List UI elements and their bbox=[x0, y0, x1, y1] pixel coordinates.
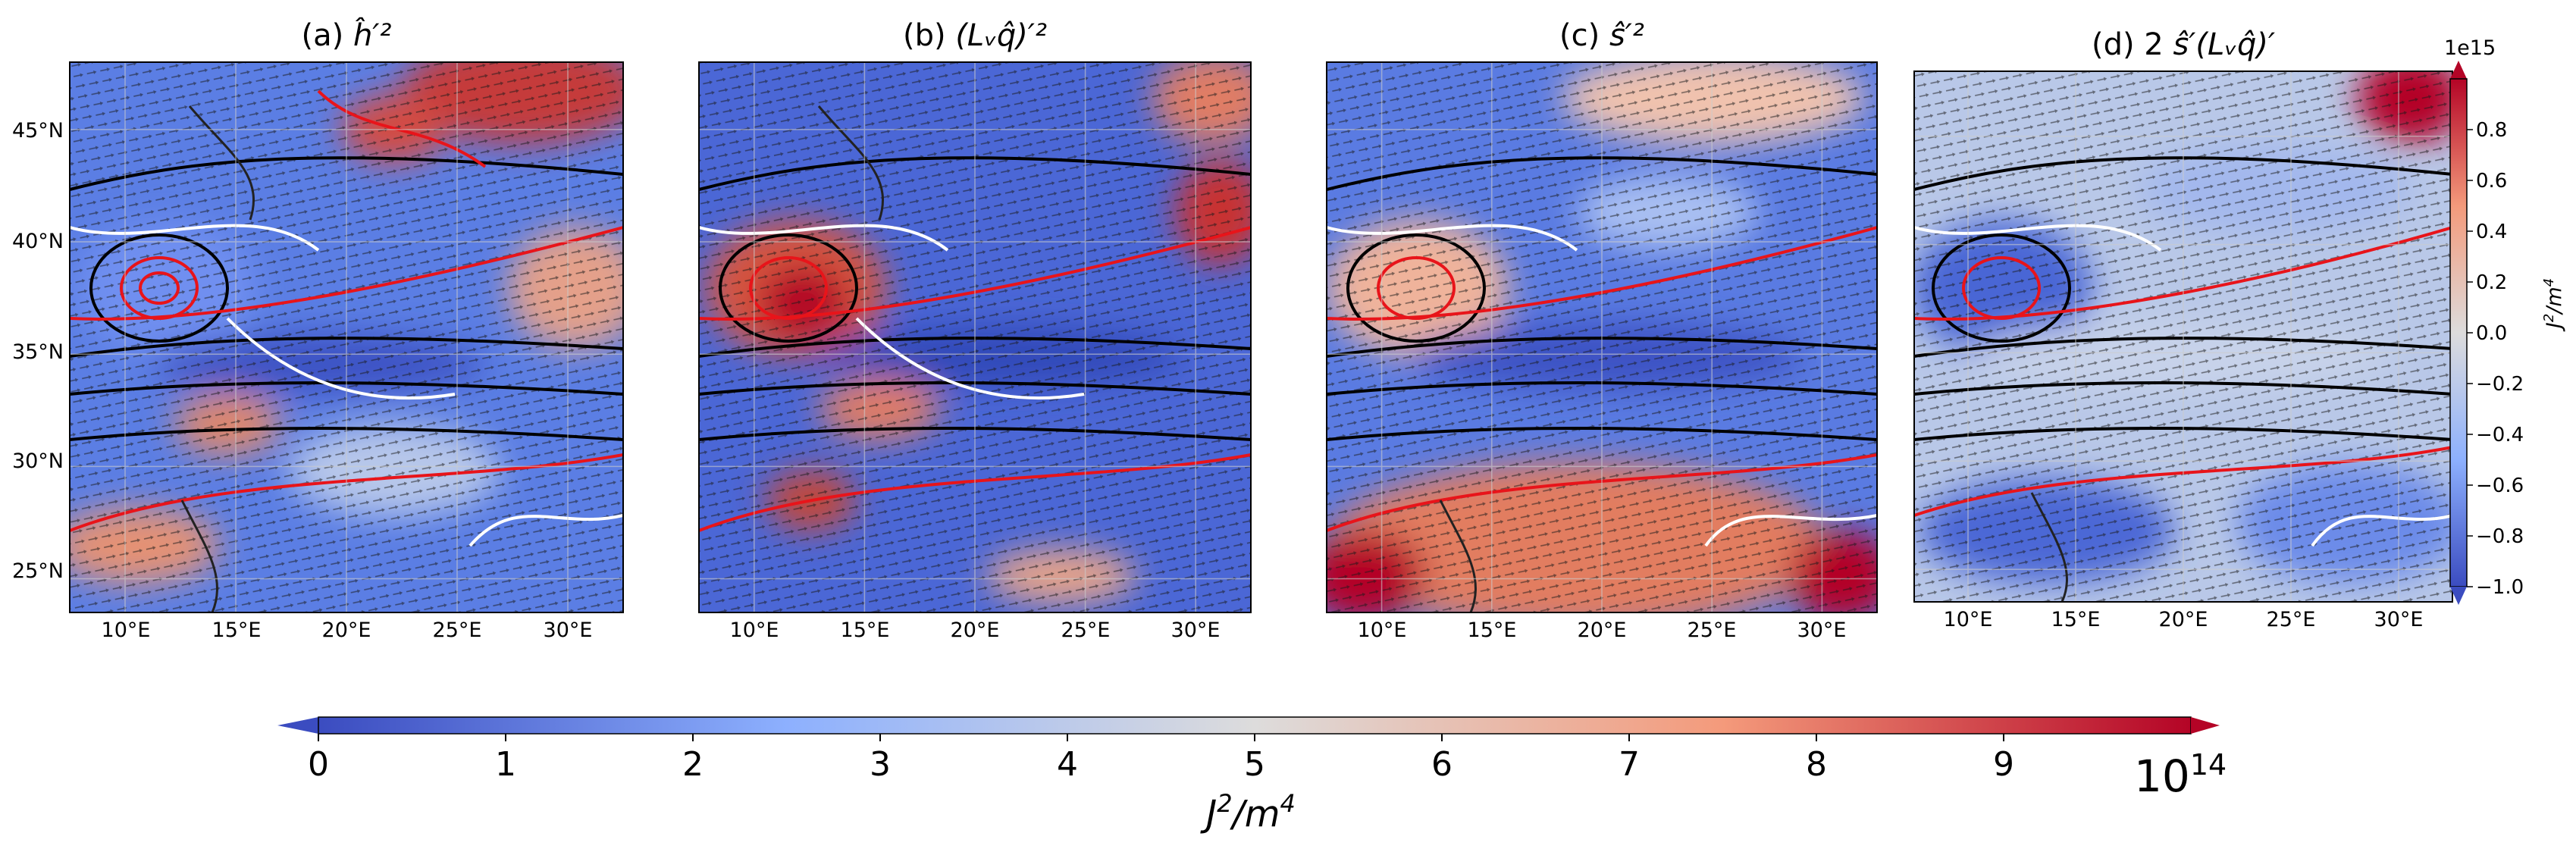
x-tick: 20°E bbox=[322, 619, 371, 642]
x-tick: 15°E bbox=[841, 619, 890, 642]
colorbar-main-tick-label: 9 bbox=[1993, 745, 2014, 784]
x-tick: 20°E bbox=[1578, 619, 1627, 642]
x-tick: 30°E bbox=[2374, 608, 2424, 631]
x-tick: 20°E bbox=[951, 619, 1000, 642]
colorbar-main-ticks: 0 1 2 3 4 5 6 7 8 9 bbox=[308, 734, 2014, 784]
colorbar-d-tick-label: 0.8 bbox=[2476, 119, 2507, 142]
colorbar-d-tick-label: −0.2 bbox=[2476, 373, 2524, 396]
x-tick: 30°E bbox=[1171, 619, 1221, 642]
colorbar-d-tick-label: 0.4 bbox=[2476, 221, 2507, 243]
colorbar-main-tick-label: 3 bbox=[870, 745, 891, 784]
colorbar-d: 1e15 0.8 0.6 0.4 0.2 0.0 −0.2 −0.4 −0.6 −0.8 −1.0… bbox=[2444, 36, 2566, 605]
colorbar-main-left-extend bbox=[277, 717, 318, 734]
panel-c: (c) ŝ′² bbox=[1326, 18, 1878, 642]
y-tick: 30°N bbox=[12, 449, 64, 473]
panel-a-map bbox=[70, 62, 623, 612]
x-tick: 30°E bbox=[544, 619, 593, 642]
colorbar-d-tick-label: −0.4 bbox=[2476, 424, 2524, 446]
panel-b: (b) (Lᵥq̂)′² bbox=[698, 18, 1252, 642]
colorbar-d-tick-label: −0.8 bbox=[2476, 525, 2524, 548]
colorbar-d-tick-label: −1.0 bbox=[2476, 576, 2524, 599]
colorbar-d-offset: 1e15 bbox=[2444, 36, 2496, 60]
x-tick: 10°E bbox=[730, 619, 779, 642]
y-tick: 45°N bbox=[12, 119, 64, 143]
x-tick: 15°E bbox=[1468, 619, 1517, 642]
colorbar-d-label: J2/m4 bbox=[2541, 278, 2567, 332]
colorbar-d-tick-label: 0.0 bbox=[2476, 322, 2507, 345]
colorbar-d-tick-label: −0.6 bbox=[2476, 475, 2524, 497]
panel-a-yticks: 25°N 30°N 35°N 40°N 45°N bbox=[12, 119, 64, 583]
x-tick: 25°E bbox=[2267, 608, 2316, 631]
colorbar-main-tick-label: 0 bbox=[308, 745, 329, 784]
panel-b-title: (b) (Lᵥq̂)′² bbox=[903, 18, 1047, 53]
colorbar-main-tick-label: 5 bbox=[1244, 745, 1265, 784]
x-tick: 25°E bbox=[433, 619, 482, 642]
panel-a-gridlines bbox=[70, 62, 623, 612]
y-tick: 25°N bbox=[12, 559, 64, 583]
panel-d-map bbox=[1914, 71, 2452, 602]
x-tick: 15°E bbox=[2051, 608, 2101, 631]
x-tick: 25°E bbox=[1688, 619, 1737, 642]
x-tick: 10°E bbox=[102, 619, 151, 642]
panel-c-xticks: 10°E 15°E 20°E 25°E 30°E bbox=[1358, 619, 1847, 642]
panel-d-gridlines bbox=[1914, 71, 2452, 602]
colorbar-d-bar bbox=[2449, 78, 2468, 587]
x-tick: 20°E bbox=[2159, 608, 2208, 631]
panel-d-title: (d) 2 ŝ′(Lᵥq̂)′ bbox=[2092, 27, 2275, 62]
colorbar-main-right-extend bbox=[2191, 717, 2220, 734]
colorbar-d-top-extend bbox=[2450, 61, 2467, 79]
x-tick: 10°E bbox=[1944, 608, 1993, 631]
colorbar-main-tick-label: 7 bbox=[1619, 745, 1640, 784]
colorbar-main-tick-label: 1 bbox=[495, 745, 516, 784]
colorbar-d-tick-label: 0.6 bbox=[2476, 170, 2507, 193]
y-tick: 40°N bbox=[12, 230, 64, 253]
colorbar-main-tick-label: 2 bbox=[682, 745, 704, 784]
x-tick: 15°E bbox=[212, 619, 262, 642]
panel-d: (d) 2 ŝ′(Lᵥq̂)′ bbox=[1913, 27, 2566, 631]
colorbar-main-label: J2/m4 bbox=[1200, 789, 1296, 835]
x-tick: 25°E bbox=[1061, 619, 1111, 642]
panel-a: (a) ĥ′² bbox=[12, 17, 624, 642]
panel-b-gridlines bbox=[699, 62, 1251, 612]
colorbar-main-tick-label: 4 bbox=[1057, 745, 1078, 784]
panel-a-title: (a) ĥ′² bbox=[302, 17, 392, 53]
panel-b-map bbox=[699, 62, 1251, 612]
panel-c-gridlines bbox=[1327, 62, 1877, 612]
panel-a-xticks: 10°E 15°E 20°E 25°E 30°E bbox=[102, 619, 593, 642]
colorbar-main-tick-label: 8 bbox=[1806, 745, 1827, 784]
colorbar-main: 0 1 2 3 4 5 6 7 8 9 1014 J2/m4 bbox=[277, 716, 2227, 835]
colorbar-d-bottom-extend bbox=[2450, 587, 2467, 605]
y-tick: 35°N bbox=[12, 340, 64, 364]
x-tick: 10°E bbox=[1358, 619, 1407, 642]
colorbar-main-bar bbox=[318, 716, 2192, 735]
panel-d-xticks: 10°E 15°E 20°E 25°E 30°E bbox=[1944, 608, 2424, 631]
colorbar-d-tick-label: 0.2 bbox=[2476, 271, 2507, 294]
colorbar-main-tick-label: 6 bbox=[1431, 745, 1453, 784]
panel-c-title: (c) ŝ′² bbox=[1559, 18, 1644, 53]
colorbar-d-ticks: 0.8 0.6 0.4 0.2 0.0 −0.2 −0.4 −0.6 −0.8 −1.0 bbox=[2467, 119, 2524, 599]
panel-b-xticks: 10°E 15°E 20°E 25°E 30°E bbox=[730, 619, 1221, 642]
panel-c-map bbox=[1327, 62, 1877, 612]
colorbar-main-offset: 1014 bbox=[2134, 748, 2227, 802]
x-tick: 30°E bbox=[1797, 619, 1847, 642]
